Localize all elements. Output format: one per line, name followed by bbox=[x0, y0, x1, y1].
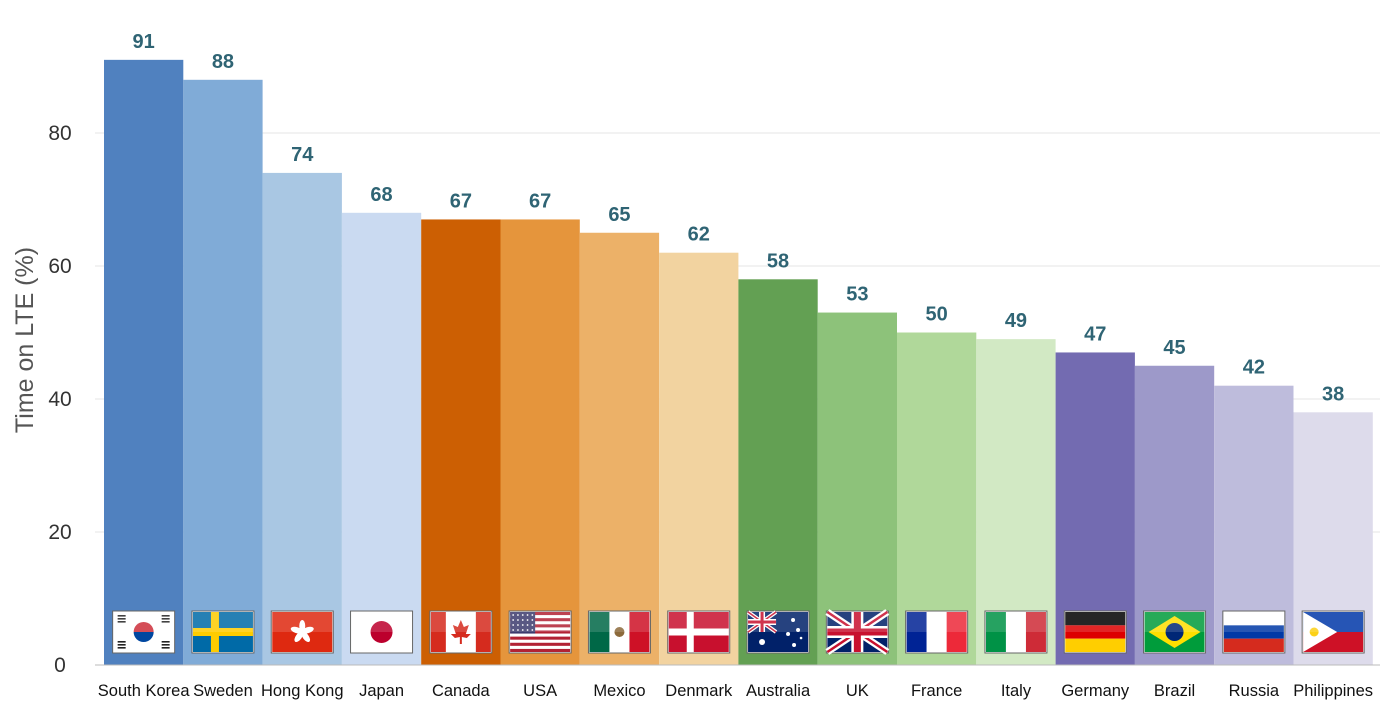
bar-uk bbox=[817, 312, 897, 665]
category-label-japan: Japan bbox=[359, 682, 404, 700]
value-label-philippines: 38 bbox=[1322, 383, 1344, 405]
category-label-canada: Canada bbox=[432, 682, 491, 700]
category-label-south-korea: South Korea bbox=[98, 682, 191, 700]
value-label-mexico: 65 bbox=[608, 204, 630, 226]
value-label-australia: 58 bbox=[767, 250, 789, 272]
value-label-germany: 47 bbox=[1084, 323, 1106, 345]
south-korea-flag bbox=[112, 610, 176, 654]
category-label-sweden: Sweden bbox=[193, 682, 253, 700]
value-label-japan: 68 bbox=[370, 184, 392, 206]
y-tick-label: 60 bbox=[48, 255, 71, 278]
bar-mexico bbox=[579, 232, 660, 665]
value-label-south-korea: 91 bbox=[133, 31, 155, 53]
hong-kong-flag bbox=[270, 610, 334, 654]
philippines-flag bbox=[1301, 610, 1365, 654]
category-label-russia: Russia bbox=[1229, 682, 1280, 700]
canada-flag bbox=[429, 610, 493, 654]
brazil-flag bbox=[1143, 610, 1207, 654]
value-label-hong-kong: 74 bbox=[291, 144, 314, 166]
denmark-flag bbox=[667, 610, 731, 654]
y-tick-label: 40 bbox=[48, 388, 71, 411]
australia-flag bbox=[746, 610, 810, 654]
value-label-canada: 67 bbox=[450, 190, 472, 212]
bar-canada bbox=[421, 219, 501, 665]
y-axis-title: Time on LTE (%) bbox=[11, 247, 39, 433]
value-label-denmark: 62 bbox=[688, 224, 710, 246]
russia-flag bbox=[1222, 610, 1286, 654]
sweden-flag bbox=[191, 610, 255, 654]
bar-hong-kong bbox=[262, 172, 342, 665]
category-label-usa: USA bbox=[523, 682, 557, 700]
value-label-brazil: 45 bbox=[1163, 337, 1185, 359]
category-label-mexico: Mexico bbox=[593, 682, 645, 700]
category-label-italy: Italy bbox=[1001, 682, 1032, 700]
italy-flag bbox=[984, 610, 1048, 654]
germany-flag bbox=[1063, 610, 1127, 654]
value-label-russia: 42 bbox=[1243, 357, 1265, 379]
category-label-denmark: Denmark bbox=[665, 682, 733, 700]
france-flag bbox=[905, 610, 969, 654]
bar-denmark bbox=[659, 252, 739, 665]
value-label-usa: 67 bbox=[529, 190, 551, 212]
y-axis-ticks: 0 20 40 60 80 bbox=[48, 122, 71, 677]
value-labels: 91 88 74 68 67 67 65 62 58 53 50 49 47 45 42 38 bbox=[133, 31, 1345, 405]
y-tick-label: 20 bbox=[48, 521, 71, 544]
value-label-uk: 53 bbox=[846, 284, 868, 306]
bar-australia bbox=[738, 279, 818, 665]
category-label-brazil: Brazil bbox=[1154, 682, 1195, 700]
value-label-france: 50 bbox=[926, 304, 948, 326]
value-label-italy: 49 bbox=[1005, 310, 1027, 332]
japan-flag bbox=[350, 610, 414, 654]
uk-flag bbox=[825, 609, 890, 655]
usa-flag bbox=[508, 610, 572, 654]
category-labels: South Korea Sweden Hong Kong Japan Canada USA… bbox=[98, 682, 1373, 700]
category-label-germany: Germany bbox=[1061, 682, 1130, 700]
y-tick-label: 80 bbox=[48, 122, 71, 145]
category-label-uk: UK bbox=[846, 682, 869, 700]
flags bbox=[112, 609, 1365, 655]
bar-south-korea bbox=[104, 59, 184, 666]
value-label-sweden: 88 bbox=[212, 51, 234, 73]
bar-sweden bbox=[183, 79, 263, 666]
category-label-france: France bbox=[911, 682, 962, 700]
bar-japan bbox=[341, 212, 422, 666]
bar-france bbox=[897, 332, 977, 665]
mexico-flag bbox=[587, 610, 651, 654]
bar-usa bbox=[500, 219, 580, 665]
category-label-philippines: Philippines bbox=[1293, 682, 1373, 700]
category-label-australia: Australia bbox=[746, 682, 811, 700]
y-tick-label: 0 bbox=[54, 654, 66, 677]
category-label-hong-kong: Hong Kong bbox=[261, 682, 344, 700]
